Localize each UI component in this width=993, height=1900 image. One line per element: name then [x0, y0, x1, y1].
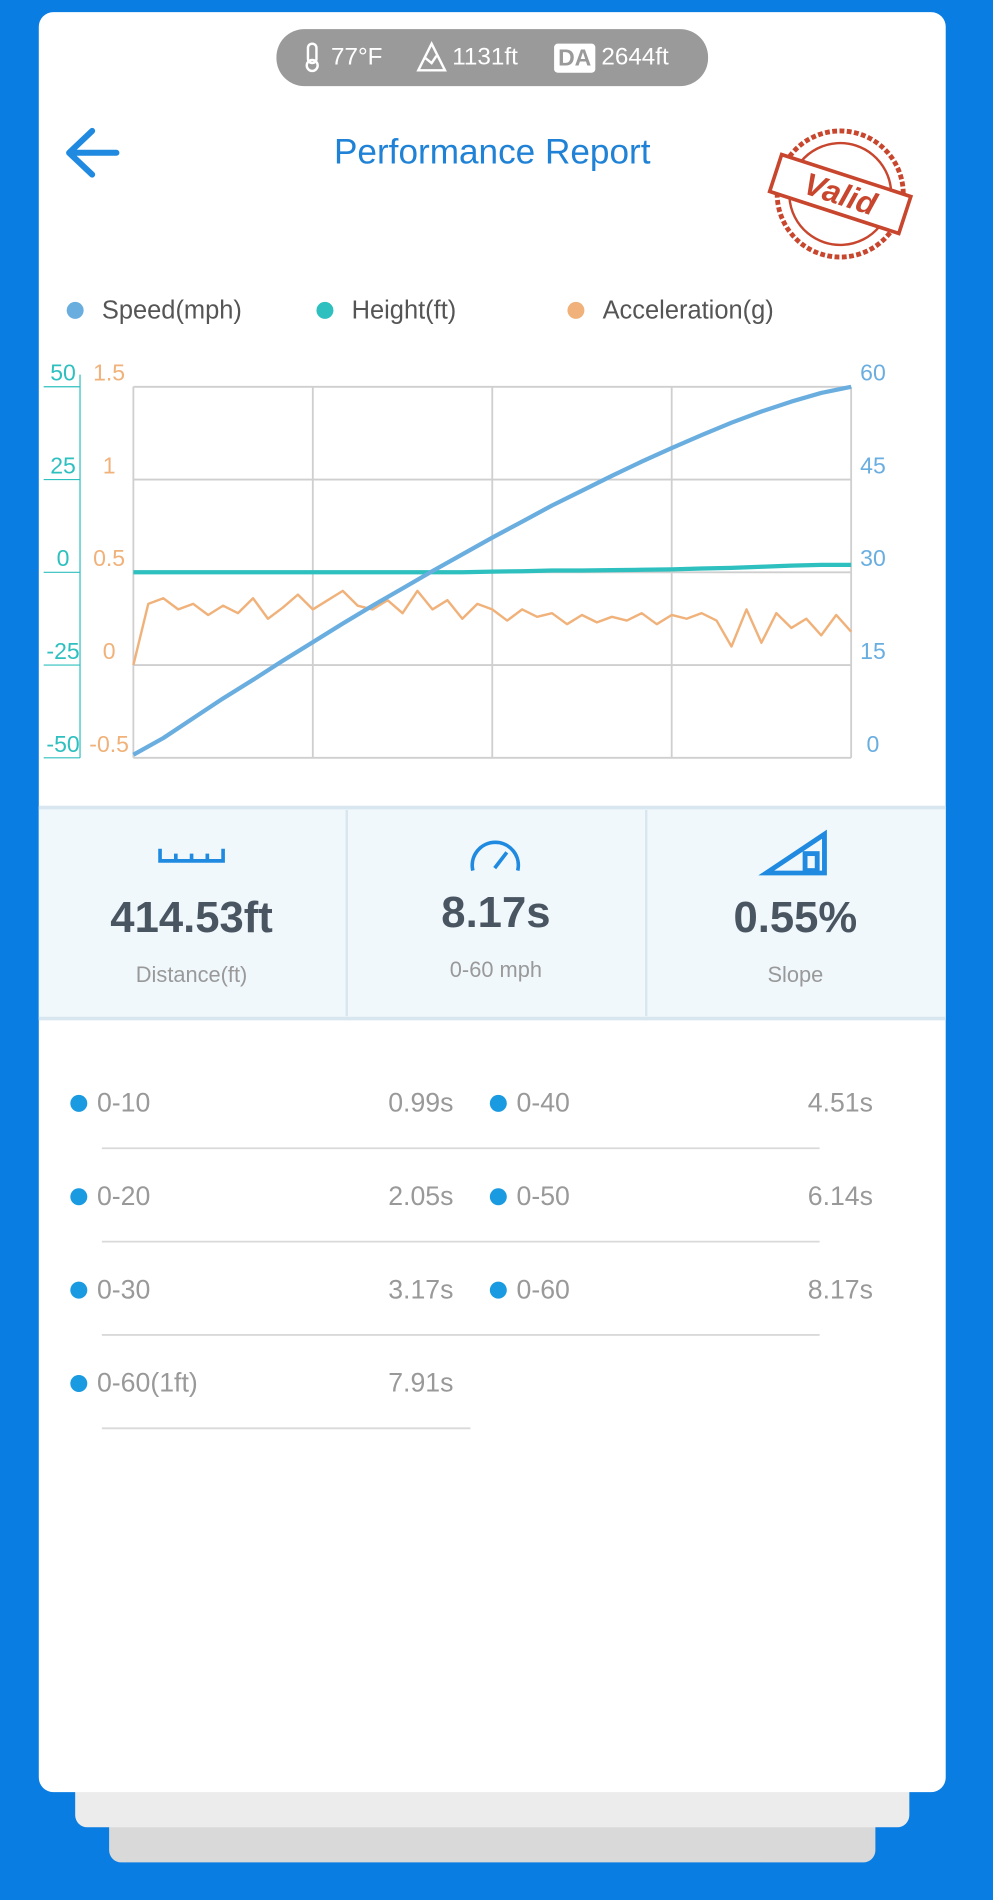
back-button[interactable]: [66, 127, 120, 178]
da-badge: DA: [558, 44, 592, 70]
stat-label: Distance(ft): [136, 962, 248, 987]
split-time: 4.51s: [808, 1088, 873, 1118]
split-label: 0-60: [517, 1274, 570, 1304]
thermometer-icon: [305, 42, 319, 73]
split-label: 0-60(1ft): [97, 1368, 198, 1398]
split-dot: [70, 1374, 88, 1392]
da-badge-box: [554, 43, 596, 73]
y3-tick-label: 1.5: [93, 360, 125, 386]
y3-tick-label: -0.5: [89, 731, 129, 757]
density-altitude: 2644ft: [601, 44, 669, 71]
y3-tick-label: 0.5: [93, 545, 125, 571]
legend-label: Acceleration(g): [603, 296, 774, 324]
split-time: 6.14s: [808, 1181, 873, 1211]
y2-tick-label: 30: [860, 545, 886, 571]
y-tick-label: 0: [57, 545, 70, 571]
y-tick-label: 50: [50, 360, 76, 386]
split-dot: [70, 1281, 88, 1299]
y2-tick-label: 0: [867, 731, 880, 757]
y2-tick-label: 15: [860, 638, 886, 664]
status-pill: [276, 29, 709, 87]
y3-tick-label: 1: [103, 452, 116, 478]
temperature: 77°F: [331, 44, 382, 71]
split-label: 0-20: [97, 1181, 150, 1211]
y-tick-label: -50: [46, 731, 79, 757]
stat-label: 0-60 mph: [450, 957, 542, 982]
gauge-icon: [470, 840, 521, 871]
split-dot: [70, 1094, 88, 1112]
split-label: 0-40: [517, 1088, 570, 1118]
y3-tick-label: 0: [103, 638, 116, 664]
split-dot: [489, 1281, 507, 1299]
legend-label: Speed(mph): [102, 296, 242, 324]
legend-dot: [66, 301, 84, 319]
split-time: 0.99s: [388, 1088, 453, 1118]
split-label: 0-10: [97, 1088, 150, 1118]
series-line: [132, 589, 853, 666]
y-tick-label: -25: [46, 638, 79, 664]
split-label: 0-30: [97, 1274, 150, 1304]
title: Performance Report: [334, 132, 651, 171]
split-dot: [489, 1188, 507, 1206]
split-time: 2.05s: [388, 1181, 453, 1211]
altitude: 1131ft: [452, 44, 518, 71]
legend-dot: [316, 301, 334, 319]
series-line: [132, 384, 852, 757]
stat-value: 0.55%: [734, 893, 858, 942]
y-tick-label: 25: [50, 452, 76, 478]
legend-label: Height(ft): [352, 296, 457, 324]
y2-tick-label: 45: [860, 452, 886, 478]
split-label: 0-50: [517, 1181, 570, 1211]
split-time: 7.91s: [388, 1368, 453, 1398]
legend-dot: [567, 301, 585, 319]
ruler-icon: [158, 848, 225, 863]
stat-value: 8.17s: [441, 888, 550, 937]
split-time: 3.17s: [388, 1274, 453, 1304]
split-dot: [489, 1094, 507, 1112]
split-time: 8.17s: [808, 1274, 873, 1304]
slope-icon: [758, 829, 827, 876]
y2-tick-label: 60: [860, 360, 886, 386]
series-line: [133, 562, 852, 575]
split-dot: [70, 1188, 88, 1206]
stat-label: Slope: [767, 962, 823, 987]
stat-value: 414.53ft: [110, 893, 272, 942]
mountain-icon: [416, 40, 447, 72]
